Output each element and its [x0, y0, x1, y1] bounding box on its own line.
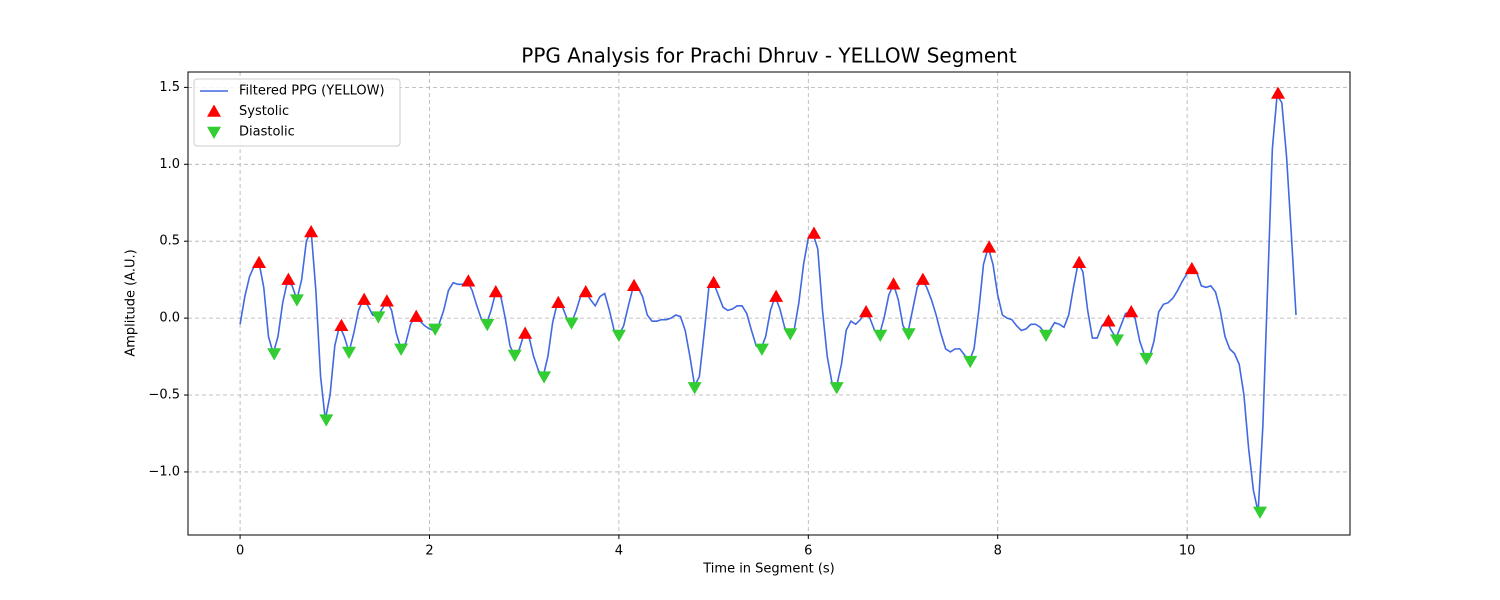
x-tick-label: 10 — [1179, 544, 1196, 559]
marker — [627, 278, 642, 292]
marker — [873, 329, 888, 343]
marker — [829, 382, 844, 395]
marker — [281, 272, 296, 285]
marker — [859, 304, 874, 318]
marker — [963, 355, 978, 369]
marker — [687, 382, 702, 395]
marker — [706, 275, 721, 288]
x-tick-label: 0 — [236, 544, 244, 559]
marker — [1253, 506, 1268, 519]
marker — [1139, 352, 1154, 366]
marker — [915, 272, 930, 285]
marker — [1184, 261, 1199, 275]
marker — [334, 318, 349, 332]
marker — [783, 328, 798, 341]
legend-label: Systolic — [239, 104, 289, 119]
y-tick-label: 0.0 — [159, 311, 180, 326]
marker — [480, 319, 495, 332]
marker — [982, 240, 997, 253]
marker — [518, 326, 533, 339]
legend-box — [193, 78, 401, 147]
marker — [1072, 255, 1087, 268]
marker — [1271, 86, 1286, 99]
x-tick-label: 4 — [615, 544, 623, 559]
y-tick-label: 1.5 — [159, 80, 180, 95]
x-axis-label: Time in Segment (s) — [702, 562, 834, 577]
marker — [754, 343, 769, 356]
x-tick-label: 2 — [425, 544, 433, 559]
marker — [564, 317, 579, 330]
marker — [1124, 304, 1139, 318]
y-tick-label: 0.5 — [159, 234, 180, 249]
marker — [428, 323, 443, 336]
chart-title: PPG Analysis for Prachi Dhruv - YELLOW S… — [521, 44, 1017, 68]
marker — [289, 294, 304, 307]
marker — [319, 414, 334, 427]
axes-frame — [187, 71, 1351, 536]
marker — [371, 311, 386, 324]
marker — [1110, 334, 1125, 347]
legend-swatch — [207, 104, 221, 117]
marker — [537, 371, 552, 384]
marker — [1101, 314, 1116, 327]
marker — [267, 348, 282, 361]
marker — [304, 224, 319, 238]
x-tick-label: 6 — [804, 544, 812, 559]
marker — [901, 328, 916, 341]
marker — [357, 292, 372, 305]
legend-swatch — [207, 126, 221, 139]
marker — [611, 329, 626, 343]
marker — [806, 226, 821, 239]
marker — [886, 277, 901, 290]
marker — [461, 274, 476, 287]
legend-label: Diastolic — [239, 125, 295, 140]
marker — [488, 284, 503, 298]
y-tick-label: −1.0 — [148, 464, 180, 479]
marker — [409, 309, 424, 322]
legend-label: Filtered PPG (YELLOW) — [239, 84, 385, 99]
plot-area — [239, 86, 1297, 519]
marker — [1039, 329, 1054, 343]
marker — [507, 349, 522, 363]
marker — [252, 255, 267, 268]
grid — [188, 72, 1350, 535]
marker — [551, 295, 566, 308]
y-tick-label: −0.5 — [148, 388, 180, 403]
legend: Filtered PPG (YELLOW) Systolic Diastolic — [193, 78, 401, 147]
marker — [379, 294, 394, 307]
marker — [394, 343, 409, 356]
y-tick-label: 1.0 — [159, 157, 180, 172]
marker — [341, 346, 356, 359]
marker — [769, 289, 784, 302]
x-tick-label: 8 — [994, 544, 1002, 559]
marker — [578, 284, 593, 298]
y-axis-label: Amplitude (A.U.) — [124, 249, 139, 356]
